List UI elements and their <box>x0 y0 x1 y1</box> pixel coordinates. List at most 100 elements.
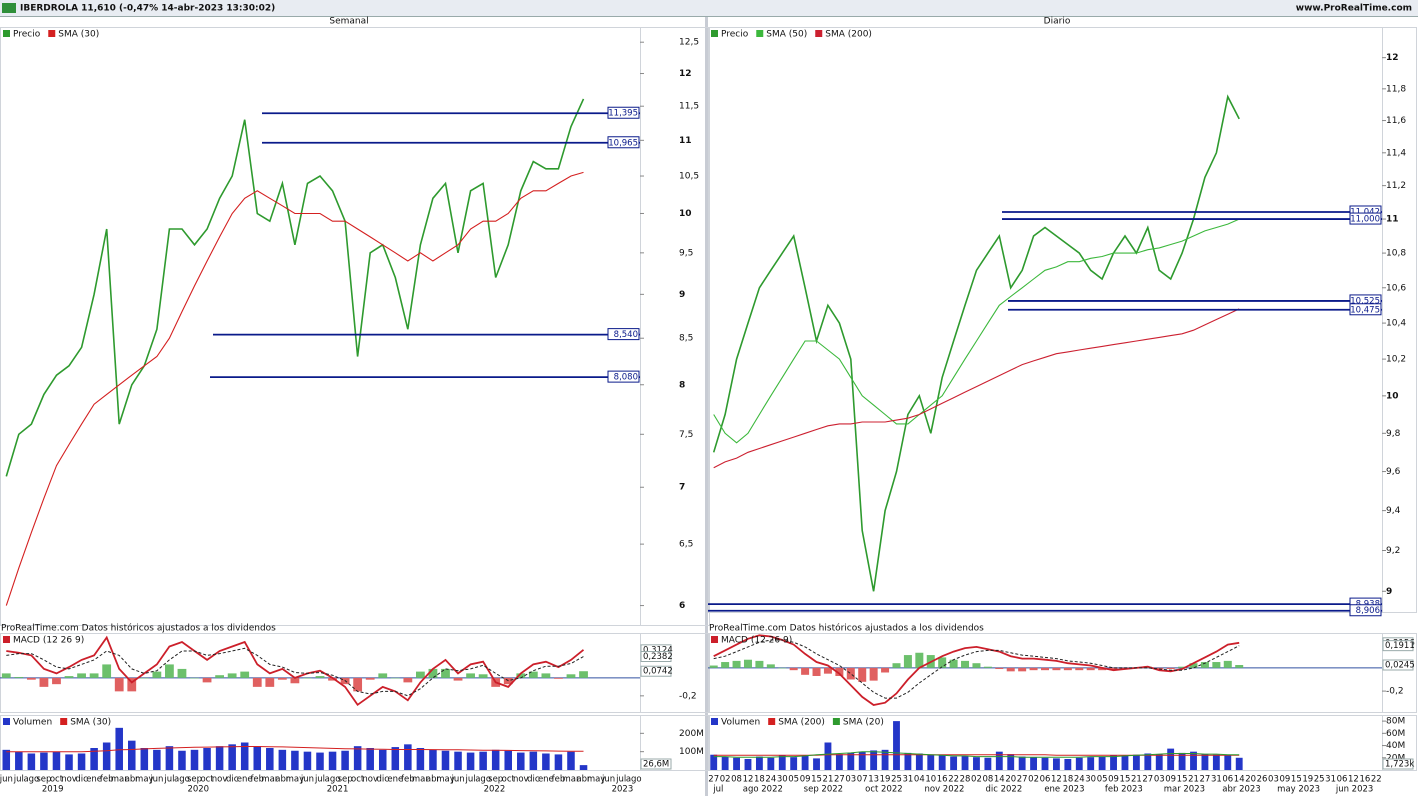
x-tick-label: jun <box>601 775 615 785</box>
level-box <box>607 370 640 383</box>
y-tick-label: 11,8 <box>1386 84 1406 94</box>
macd-histogram <box>892 663 901 668</box>
volume-bar <box>950 756 958 770</box>
x-tick-label: dic <box>75 775 88 785</box>
axis-marker-label: 0,2382 <box>643 652 673 662</box>
macd-histogram <box>190 677 199 679</box>
macd-histogram <box>881 667 890 673</box>
y-tick-label: 11 <box>679 136 692 146</box>
volume-bar <box>353 746 362 770</box>
x-tick-label: nov <box>362 775 378 785</box>
macd-histogram <box>1041 667 1049 671</box>
y-tick-label: 12 <box>679 69 692 79</box>
macd-histogram <box>1200 662 1209 668</box>
x-tick-label: 27 <box>1142 775 1153 785</box>
x-tick-label: ene <box>538 775 554 785</box>
x-tick-label: 22 <box>1371 775 1382 785</box>
macd-histogram <box>478 674 488 678</box>
axis-marker-box <box>1382 659 1414 671</box>
x-tick-label: jul <box>13 775 24 785</box>
macd-histogram <box>755 660 764 668</box>
volume-bar <box>1087 757 1095 770</box>
x-tick-label: feb <box>250 775 264 785</box>
volume-bar <box>973 757 980 770</box>
x-tick-label: abr <box>275 775 290 785</box>
macd-histogram <box>26 677 36 680</box>
volume-bar <box>847 752 855 770</box>
macd-histogram <box>869 667 878 681</box>
level-label: 8,906 <box>1356 606 1380 616</box>
volume-bar <box>416 748 425 770</box>
x-tick-label: nov <box>513 775 529 785</box>
x-tick-label: 09 <box>800 775 811 785</box>
x-tick-label: 27 <box>1017 775 1028 785</box>
macd-histogram <box>77 673 86 678</box>
x-tick-label: 20 <box>1245 775 1256 785</box>
x-tick-label: oct <box>200 775 214 785</box>
macd-histogram <box>177 668 187 678</box>
level-label: 11,042 <box>1350 207 1380 217</box>
volume-bar <box>240 742 249 770</box>
x-tick-label: abr <box>125 775 140 785</box>
x-group-label: may 2023 <box>1277 785 1320 795</box>
volume-bar <box>178 750 186 770</box>
level-box <box>1349 303 1382 316</box>
macd-histogram <box>240 671 250 678</box>
volume-bar <box>767 757 775 770</box>
volume-bar <box>1132 754 1140 770</box>
x-group-label: 2019 <box>42 785 64 795</box>
macd-histogram <box>227 673 237 678</box>
macd-histogram <box>903 655 912 668</box>
x-tick-label: 14 <box>994 775 1005 785</box>
volume-bar <box>1064 759 1072 770</box>
panel-title: Diario <box>1044 17 1071 27</box>
level-box <box>607 106 640 119</box>
volume-bar <box>441 750 450 770</box>
macd-histogram <box>1 673 11 678</box>
y-tick-label: 10 <box>679 209 692 219</box>
x-tick-label: mar <box>562 775 579 785</box>
x-tick-label: 04 <box>914 775 925 785</box>
macd-histogram <box>766 664 775 668</box>
x-tick-label: 19 <box>1302 775 1313 785</box>
x-group-label: jul <box>712 785 723 795</box>
y-tick-label: 10 <box>1386 391 1399 401</box>
y-tick-label: 9,4 <box>1386 506 1401 516</box>
volume-average <box>6 746 584 753</box>
axis-marker-label: 0,3124 <box>643 645 673 655</box>
macd-histogram <box>1109 667 1118 671</box>
x-tick-label: jul <box>465 775 476 785</box>
x-tick-label: 30 <box>777 775 788 785</box>
y-tick-label: 11,6 <box>1386 116 1406 126</box>
macd-histogram <box>277 677 287 680</box>
volume-bar <box>744 759 752 770</box>
x-tick-label: mar <box>261 775 278 785</box>
header-site[interactable]: www.ProRealTime.com <box>1296 4 1412 14</box>
x-tick-label: ago <box>475 775 491 785</box>
level-box <box>607 328 640 341</box>
x-tick-label: 06 <box>1040 775 1051 785</box>
volume-bar <box>1030 757 1038 770</box>
y-tick-label: 20M <box>1386 753 1405 763</box>
macd-histogram <box>709 665 718 668</box>
macd-histogram <box>114 677 124 692</box>
x-group-label: ago 2022 <box>743 785 783 795</box>
legend-label: Precio <box>13 30 41 40</box>
app-icon <box>2 3 16 13</box>
legend-label: SMA (20) <box>843 718 884 728</box>
x-tick-label: 16 <box>1359 775 1370 785</box>
x-tick-label: jun <box>149 775 163 785</box>
x-tick-label: 03 <box>1268 775 1279 785</box>
macd-histogram <box>1075 667 1084 671</box>
macd-histogram <box>801 667 810 675</box>
legend-swatch <box>711 718 718 725</box>
y-tick-label: 11,5 <box>679 102 699 112</box>
x-tick-label: jul <box>314 775 325 785</box>
signal-line <box>713 639 1240 699</box>
x-tick-label: 15 <box>1120 775 1131 785</box>
macd-histogram <box>995 667 1004 670</box>
x-group-label: mar 2023 <box>1164 785 1205 795</box>
axis-marker-label: 26,6M <box>643 760 669 770</box>
volume-bar <box>341 750 349 770</box>
